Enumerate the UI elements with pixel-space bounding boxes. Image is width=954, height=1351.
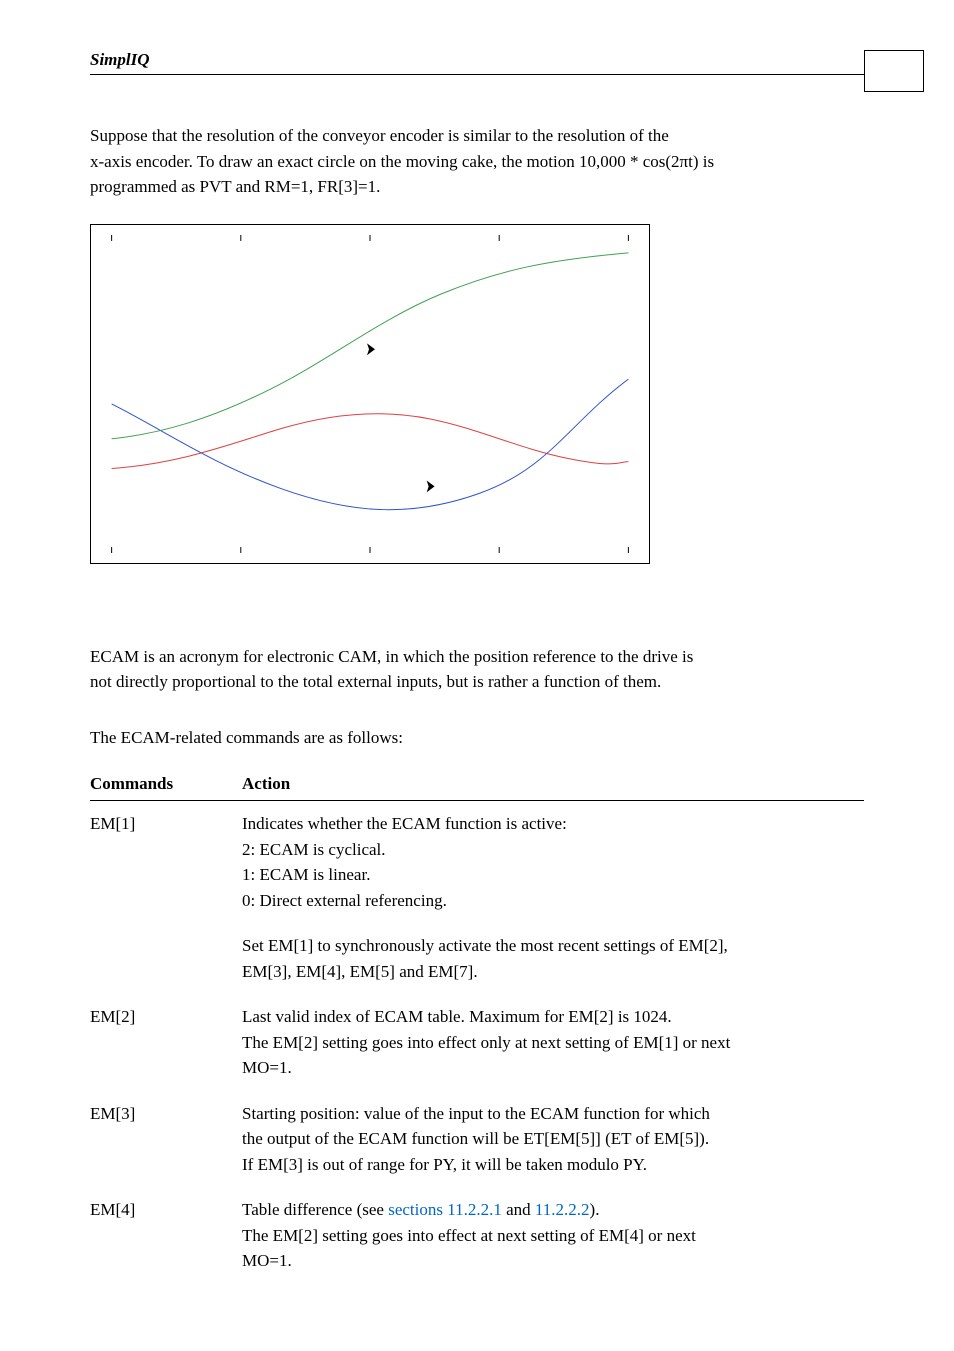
- table-row: Set EM[1] to synchronously activate the …: [90, 923, 864, 994]
- th-action: Action: [242, 768, 864, 801]
- curve-blue: [112, 379, 629, 510]
- em4-line3: MO=1.: [242, 1251, 292, 1270]
- commands-table: Commands Action EM[1]Indicates whether t…: [90, 768, 864, 1284]
- cell-action: Set EM[1] to synchronously activate the …: [242, 923, 864, 994]
- cell-action: Starting position: value of the input to…: [242, 1091, 864, 1188]
- table-row: EM[4]Table difference (see sections 11.2…: [90, 1187, 864, 1284]
- cell-command: EM[2]: [90, 994, 242, 1091]
- intro-paragraph: Suppose that the resolution of the conve…: [90, 123, 864, 200]
- table-row: EM[2]Last valid index of ECAM table. Max…: [90, 994, 864, 1091]
- em4-line2: The EM[2] setting goes into effect at ne…: [242, 1226, 696, 1245]
- ecam-intro-2: The ECAM-related commands are as follows…: [90, 725, 864, 751]
- th-commands: Commands: [90, 768, 242, 801]
- table-row: EM[3]Starting position: value of the inp…: [90, 1091, 864, 1188]
- cell-action: Last valid index of ECAM table. Maximum …: [242, 994, 864, 1091]
- cell-command: EM[4]: [90, 1187, 242, 1284]
- cell-action: Table difference (see sections 11.2.2.1 …: [242, 1187, 864, 1284]
- chart-svg: [101, 235, 639, 553]
- link-section-11222[interactable]: 11.2.2.2: [535, 1200, 590, 1219]
- corner-box: [864, 50, 924, 92]
- ecam-line-1: ECAM is an acronym for electronic CAM, i…: [90, 647, 693, 666]
- intro-line-2: x-axis encoder. To draw an exact circle …: [90, 152, 714, 171]
- em4-prefix: Table difference (see: [242, 1200, 388, 1219]
- page-header: SimplIQ: [90, 50, 864, 75]
- intro-line-3: programmed as PVT and RM=1, FR[3]=1.: [90, 177, 380, 196]
- cell-command: EM[1]: [90, 801, 242, 924]
- intro-line-1: Suppose that the resolution of the conve…: [90, 126, 669, 145]
- table-row: EM[1]Indicates whether the ECAM function…: [90, 801, 864, 924]
- ecam-line-3: The ECAM-related commands are as follows…: [90, 728, 403, 747]
- link-section-11221[interactable]: sections 11.2.2.1: [388, 1200, 502, 1219]
- ecam-line-2: not directly proportional to the total e…: [90, 672, 661, 691]
- em4-suffix: ).: [590, 1200, 600, 1219]
- chart-container: [90, 224, 650, 564]
- em4-mid: and: [502, 1200, 535, 1219]
- ecam-intro-1: ECAM is an acronym for electronic CAM, i…: [90, 644, 864, 695]
- cell-command: EM[3]: [90, 1091, 242, 1188]
- cell-action: Indicates whether the ECAM function is a…: [242, 801, 864, 924]
- header-title: SimplIQ: [90, 50, 150, 69]
- cell-command: [90, 923, 242, 994]
